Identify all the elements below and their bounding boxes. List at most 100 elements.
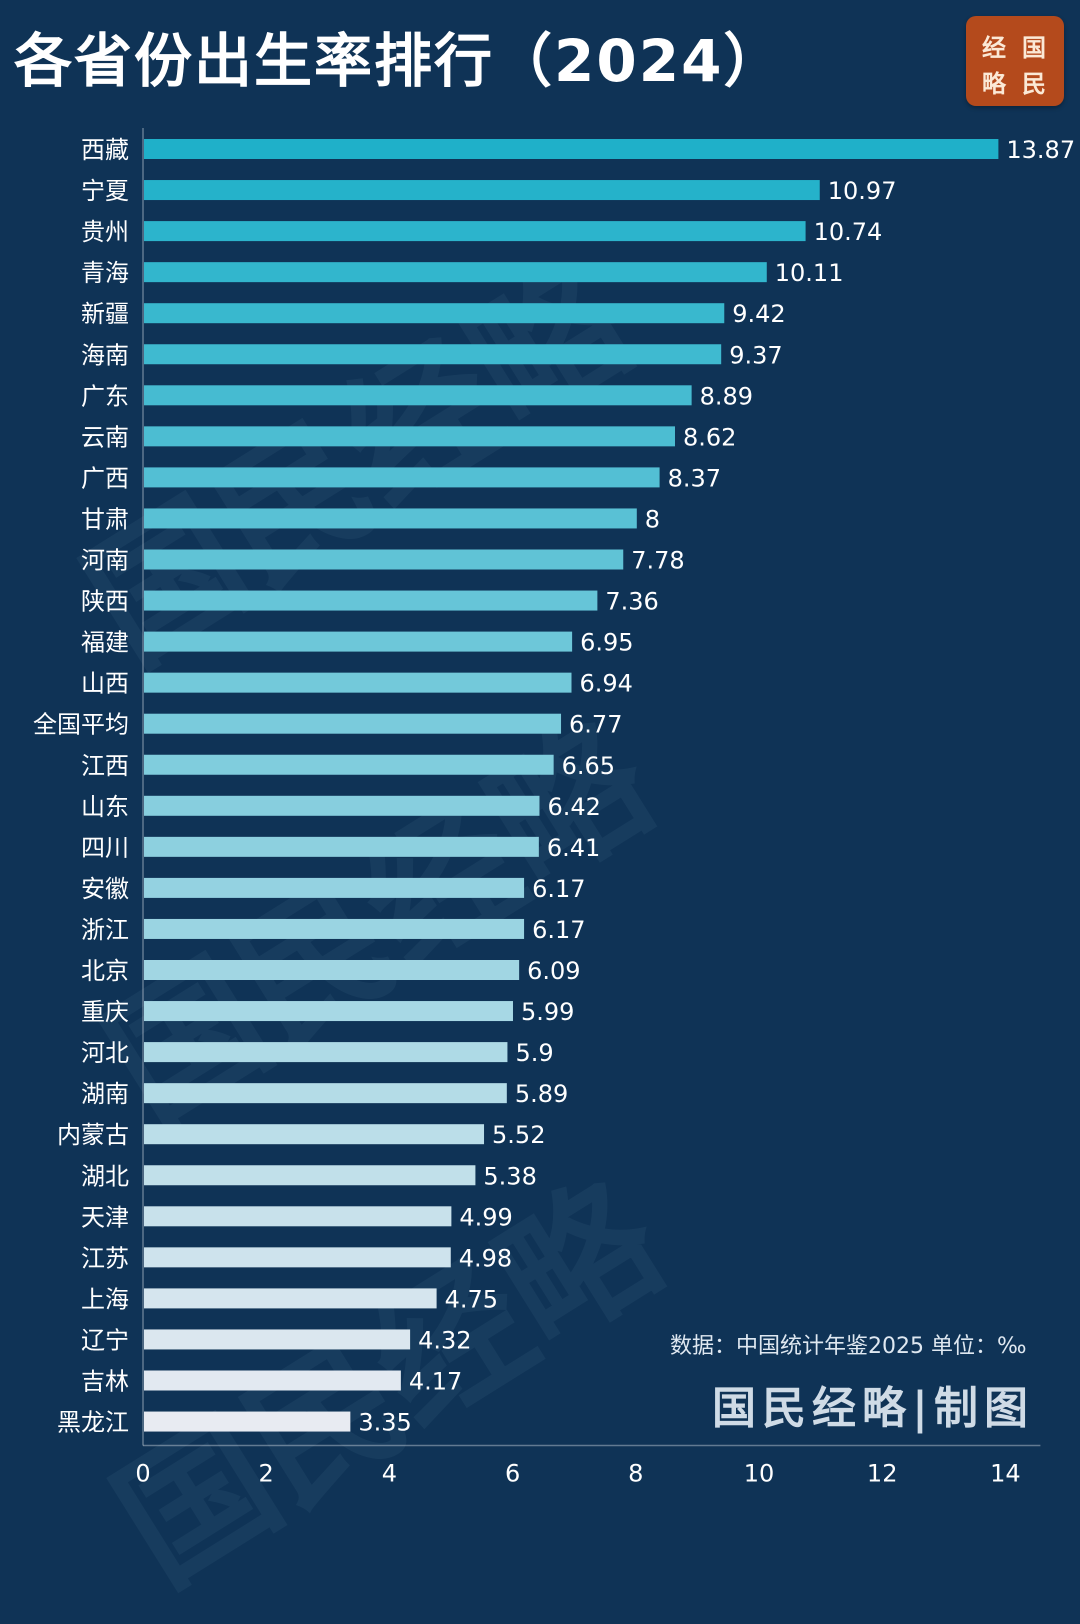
logo-char: 经 [982, 33, 1006, 62]
category-label: 四川 [81, 834, 129, 862]
category-label: 辽宁 [81, 1326, 129, 1354]
value-label: 6.65 [562, 752, 615, 780]
category-label: 重庆 [81, 998, 129, 1026]
bar [144, 303, 725, 324]
bar [144, 1247, 451, 1268]
category-label: 宁夏 [81, 177, 129, 205]
category-label: 全国平均 [33, 711, 129, 739]
value-label: 10.97 [828, 177, 897, 205]
bar [144, 877, 525, 898]
bar-chart: 西藏 13.87 宁夏 10.97 贵州 10.74 青海 10.11 新疆 9.42 海南 9.37… [33, 128, 1075, 1488]
bar [144, 180, 820, 201]
category-label: 陕西 [81, 588, 129, 616]
bar [144, 960, 520, 980]
value-label: 7.78 [631, 547, 684, 575]
category-label: 广东 [81, 382, 129, 410]
category-label: 吉林 [81, 1368, 129, 1396]
value-label: 4.98 [459, 1244, 512, 1272]
bar [144, 1083, 507, 1104]
bar [144, 467, 660, 488]
value-label: 6.94 [580, 670, 633, 698]
value-label: 8.62 [683, 423, 736, 451]
category-label: 西藏 [81, 136, 129, 164]
value-label: 7.36 [605, 588, 658, 616]
category-label: 天津 [81, 1203, 129, 1231]
logo-char: 民 [1022, 69, 1046, 98]
category-label: 内蒙古 [57, 1121, 129, 1149]
bar [144, 221, 806, 242]
category-label: 浙江 [81, 916, 129, 944]
value-label: 6.77 [569, 711, 622, 739]
x-tick-label: 10 [744, 1460, 775, 1488]
bar [144, 1165, 476, 1186]
chart-title: 各省份出生率排行（2024） [14, 27, 784, 95]
category-label: 河南 [81, 547, 129, 575]
x-tick-label: 6 [505, 1460, 520, 1488]
chart-root: 国民经略 国民经略 国民经略 各省份出生率排行（2024） 经 国 略 民 西藏… [14, 16, 1076, 1488]
bars-layer: 西藏 13.87 宁夏 10.97 贵州 10.74 青海 10.11 新疆 9.42 海南 9.37… [33, 136, 1075, 1437]
x-tick-label: 4 [382, 1460, 397, 1488]
category-label: 甘肃 [81, 505, 129, 533]
bar [144, 918, 525, 939]
value-label: 5.89 [515, 1080, 568, 1108]
bar [144, 344, 722, 365]
category-label: 云南 [81, 423, 129, 451]
value-label: 9.42 [732, 300, 785, 328]
value-label: 13.87 [1006, 136, 1075, 164]
category-label: 贵州 [81, 218, 129, 246]
bar [144, 1370, 401, 1391]
x-tick-label: 14 [990, 1460, 1021, 1488]
value-label: 8 [645, 505, 660, 533]
bar [144, 713, 562, 734]
value-label: 6.17 [532, 875, 585, 903]
bar [144, 139, 999, 159]
brand-logo: 经 国 略 民 [966, 16, 1064, 106]
category-label: 黑龙江 [57, 1409, 129, 1437]
category-label: 江苏 [81, 1244, 129, 1272]
value-label: 9.37 [729, 341, 782, 369]
logo-char: 国 [1022, 33, 1046, 62]
value-label: 3.35 [358, 1409, 411, 1437]
value-label: 5.52 [492, 1121, 545, 1149]
bar [144, 426, 675, 447]
category-label: 山东 [81, 793, 129, 821]
category-label: 河北 [81, 1039, 129, 1067]
x-axis: 0 2 4 6 8 10 12 14 [135, 128, 1041, 1488]
bar [144, 1042, 508, 1063]
bar [144, 754, 554, 775]
value-label: 5.38 [483, 1162, 536, 1190]
value-label: 4.32 [418, 1326, 471, 1354]
bar [144, 1411, 351, 1432]
bar [144, 795, 540, 816]
bar [144, 590, 598, 611]
value-label: 4.75 [445, 1285, 498, 1313]
category-label: 江西 [81, 752, 129, 780]
value-label: 10.11 [775, 259, 844, 287]
category-label: 山西 [81, 670, 129, 698]
category-label: 青海 [81, 259, 129, 287]
x-tick-label: 0 [135, 1460, 150, 1488]
x-tick-label: 8 [628, 1460, 643, 1488]
category-label: 北京 [81, 957, 129, 985]
x-tick-label: 2 [259, 1460, 274, 1488]
value-label: 5.99 [521, 998, 574, 1026]
brand-mark: 国民经略|制图 [712, 1383, 1035, 1434]
bar [144, 1329, 411, 1350]
category-label: 海南 [81, 341, 129, 369]
category-label: 广西 [81, 464, 129, 492]
bar [144, 262, 767, 283]
value-label: 6.09 [527, 957, 580, 985]
value-label: 5.9 [515, 1039, 553, 1067]
value-label: 6.41 [547, 834, 600, 862]
bar [144, 508, 637, 529]
bar [144, 1288, 437, 1309]
value-label: 6.95 [580, 629, 633, 657]
bar [144, 836, 539, 857]
category-label: 新疆 [81, 300, 129, 328]
bar [144, 631, 573, 652]
bar [144, 549, 624, 570]
x-tick-label: 12 [867, 1460, 898, 1488]
value-label: 8.37 [668, 464, 721, 492]
value-label: 4.17 [409, 1368, 462, 1396]
value-label: 10.74 [814, 218, 883, 246]
